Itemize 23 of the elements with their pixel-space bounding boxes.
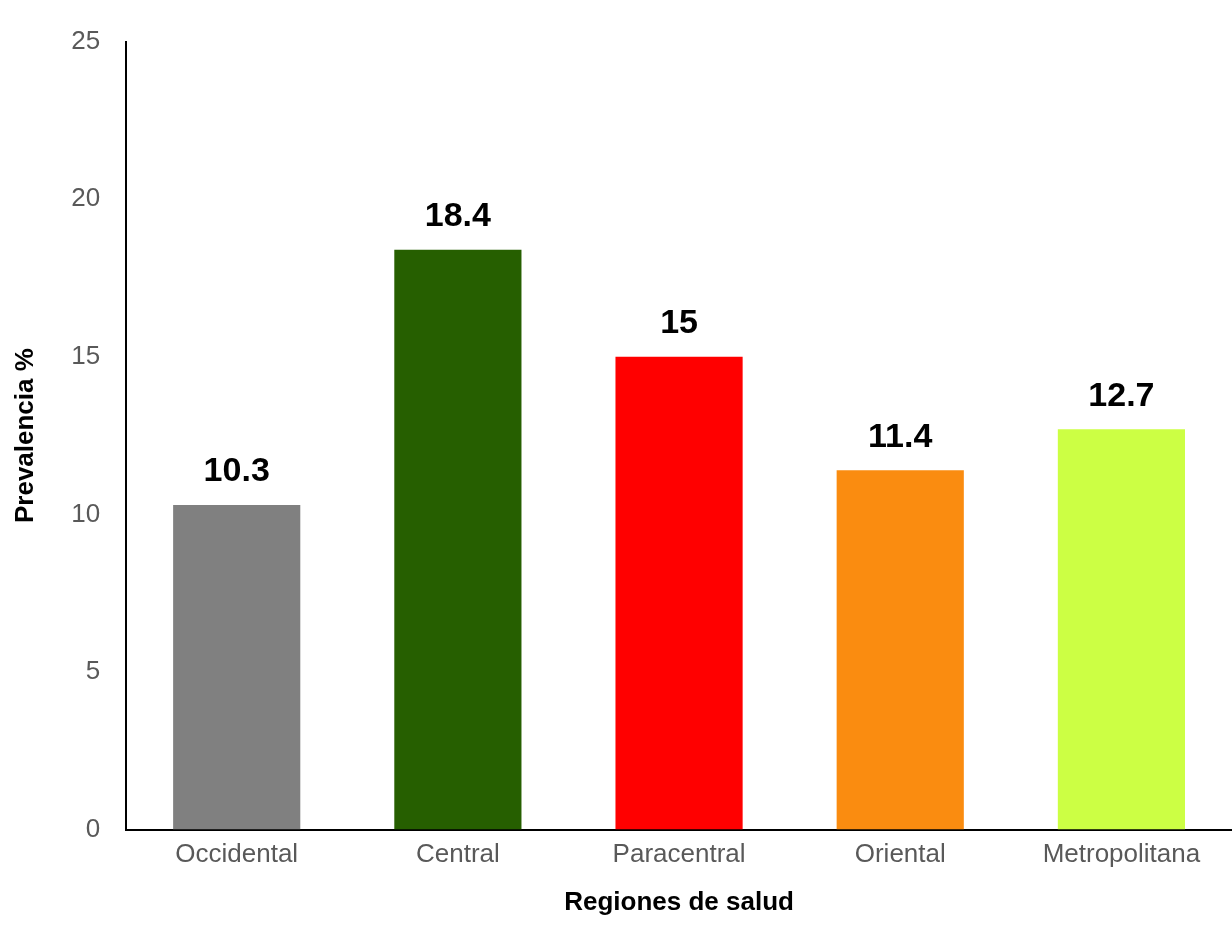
data-label: 18.4 <box>424 195 492 234</box>
x-tick-label: Paracentral <box>612 838 746 869</box>
data-label: 15 <box>660 302 698 341</box>
y-tick-label: 25 <box>71 24 101 55</box>
x-tick-label: Central <box>415 838 500 869</box>
bar <box>394 249 522 830</box>
data-label: 11.4 <box>868 415 933 454</box>
y-tick-label: 10 <box>71 497 101 528</box>
data-label: 10.3 <box>203 450 270 489</box>
bar <box>615 356 743 830</box>
bar <box>1057 429 1185 830</box>
x-tick-label: Metropolitana <box>1042 838 1201 869</box>
bar <box>836 470 964 830</box>
bar <box>173 504 301 830</box>
y-tick-label: 5 <box>85 655 101 686</box>
y-tick-label: 20 <box>71 182 101 213</box>
x-tick-label: Oriental <box>854 838 946 869</box>
x-axis-title: Regiones de salud <box>564 885 794 916</box>
data-label: 12.7 <box>1088 374 1155 413</box>
y-tick-label: 15 <box>71 339 101 370</box>
x-tick-label: Occidental <box>175 838 299 869</box>
y-axis-title: Prevalencia % <box>8 348 39 524</box>
y-tick-label: 0 <box>85 812 101 843</box>
